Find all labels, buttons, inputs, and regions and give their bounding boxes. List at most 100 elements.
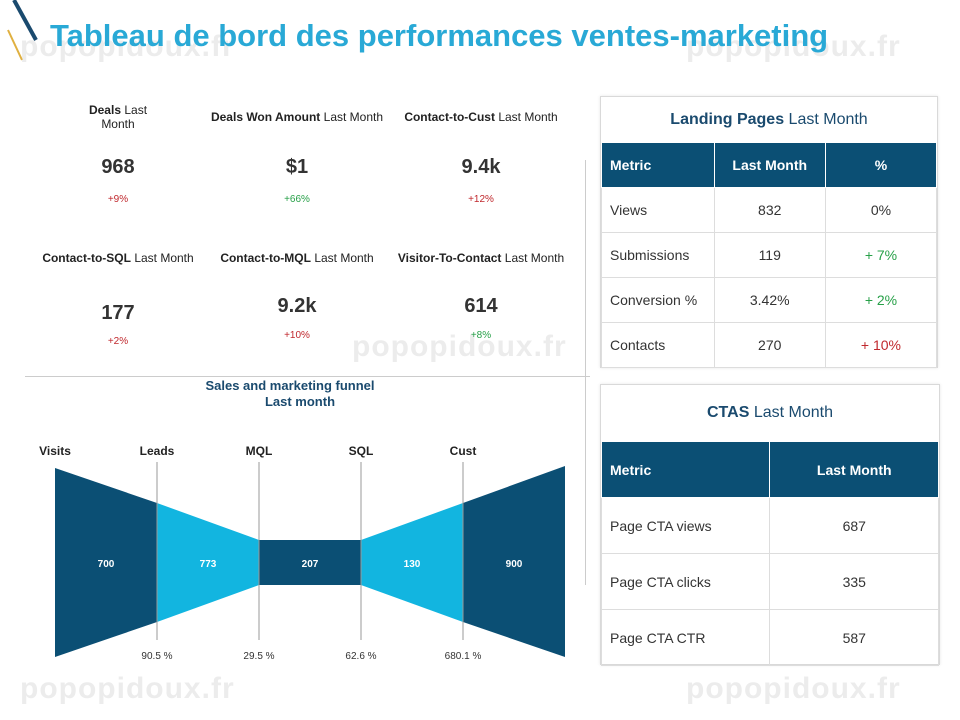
conversion-rate: 90.5 % (141, 651, 172, 662)
watermark: popopidoux.fr (686, 30, 901, 63)
header-row: Metric Last Month% (601, 142, 938, 188)
column-header: Metric (600, 441, 771, 498)
stage-label: Cust (450, 444, 477, 458)
table-title: Landing Pages Last Month (601, 97, 937, 142)
table-cell: Page CTA CTR (600, 609, 771, 666)
table-cell: 3.42% (713, 277, 826, 323)
kpi: Contact-to-Cust Last Month 9.4k +12% (396, 110, 566, 210)
table-cell: Page CTA views (600, 497, 771, 554)
stage-label: Leads (140, 444, 175, 458)
table-cell: Views (601, 187, 715, 233)
column-header: Metric (601, 142, 715, 188)
table-row: Page CTA clicks 335 (600, 553, 939, 610)
kpi-period: Last Month (504, 251, 565, 265)
page-title: Tableau de bord des performances ventes-… (50, 18, 829, 53)
kpi-label: Deals Last Month (78, 103, 158, 131)
kpi-label: Deals Won Amount Last Month (207, 110, 387, 124)
table: Metric Last Month% Views 832 0% Submissions 11… (601, 142, 938, 368)
kpi: Contact-to-SQL Last Month 177 +2% (33, 251, 203, 351)
table-cell: Submissions (601, 232, 715, 278)
table-cell: 687 (769, 497, 939, 554)
watermark: popopidoux.fr (352, 330, 567, 363)
table-cell: 832 (713, 187, 826, 233)
funnel-segment (55, 468, 157, 657)
divider (25, 376, 590, 377)
column-header: Last Month (713, 142, 826, 188)
kpi: Deals Won Amount Last Month $1 +66% (207, 110, 387, 210)
kpi-period: Last Month (498, 110, 558, 124)
stage-value: 130 (404, 559, 421, 570)
kpi-period: Last Month (134, 251, 194, 265)
funnel-segment (157, 503, 259, 622)
stage-label: Visits (39, 444, 71, 458)
decoration (7, 0, 38, 61)
table-name: CTAS (707, 404, 750, 421)
kpi-label: Contact-to-SQL Last Month (33, 251, 203, 265)
header-row: Metric Last Month (600, 441, 939, 498)
table-row: Contacts 270 + 10% (601, 322, 938, 368)
kpi-value: 614 (464, 295, 498, 317)
table-title: CTAS Last Month (601, 385, 939, 441)
kpi-name: Deals (88, 103, 121, 117)
table-row: Views 832 0% (601, 187, 938, 233)
table-cell: + 10% (824, 322, 938, 368)
kpi-period: Last Month (101, 103, 148, 131)
table: Metric Last Month Page CTA views 687 Page CT… (600, 441, 939, 666)
kpi-name: Contact-to-MQL (220, 251, 311, 265)
kpi-value: 968 (101, 156, 135, 178)
kpi-value: $1 (285, 156, 309, 178)
kpi-value: 9.4k (461, 156, 501, 178)
kpi-period: Last Month (314, 251, 374, 265)
stage-label: SQL (349, 444, 374, 458)
conversion-rate: 62.6 % (345, 651, 376, 662)
stage-value: 700 (98, 559, 115, 570)
kpi-change: +2% (107, 336, 129, 347)
kpi-label: Contact-to-Cust Last Month (396, 110, 566, 124)
stage-value: 207 (302, 559, 319, 570)
funnel-segment (361, 503, 463, 622)
table-cell: 0% (824, 187, 938, 233)
table-row: Page CTA views 687 (600, 497, 939, 554)
kpi-change: +8% (470, 330, 492, 341)
kpi-period: Last Month (323, 110, 384, 124)
watermark: popopidoux.fr (20, 30, 235, 63)
stage-value: 900 (506, 559, 523, 570)
ctas-table: CTAS Last Month Metric Last Month Page CTA … (600, 384, 940, 666)
kpi-label: Visitor-To-Contact Last Month (391, 251, 571, 265)
table-cell: Contacts (601, 322, 715, 368)
conversion-rate: 680.1 % (445, 651, 482, 662)
kpi: Deals Last Month 968 +9% (78, 103, 158, 205)
kpi-label: Contact-to-MQL Last Month (212, 251, 382, 265)
kpi-change: +12% (468, 194, 494, 205)
table-period: Last Month (788, 111, 868, 128)
funnel-segment (463, 466, 565, 657)
table-row: Page CTA CTR 587 (600, 609, 939, 666)
divider (585, 160, 586, 585)
kpi-change: +10% (284, 330, 310, 341)
table-row: Submissions 119 + 7% (601, 232, 938, 278)
kpi-name: Visitor-To-Contact (397, 251, 502, 265)
column-header: Last Month (769, 441, 939, 498)
table-name: Landing Pages (670, 111, 785, 128)
table-cell: 335 (769, 553, 939, 610)
kpi-change: +9% (107, 194, 129, 205)
table-cell: Page CTA clicks (600, 553, 771, 610)
landing-pages-table: Landing Pages Last Month Metric Last Month… (600, 96, 938, 368)
table-row: Conversion % 3.42% + 2% (601, 277, 938, 323)
table-period: Last Month (753, 404, 833, 421)
kpi-name: Contact-to-SQL (42, 251, 131, 265)
table-cell: 270 (713, 322, 826, 368)
kpi: Contact-to-MQL Last Month 9.2k +10% (212, 251, 382, 351)
watermark: popopidoux.fr (20, 672, 235, 705)
column-header: % (824, 142, 938, 188)
watermark: popopidoux.fr (686, 672, 901, 705)
table-cell: + 7% (824, 232, 938, 278)
kpi-change: +66% (284, 194, 310, 205)
kpi-value: 177 (101, 302, 135, 324)
table-cell: 119 (713, 232, 826, 278)
funnel-segment (259, 540, 361, 585)
table-cell: 587 (769, 609, 939, 666)
kpi-name: Contact-to-Cust (404, 110, 495, 124)
